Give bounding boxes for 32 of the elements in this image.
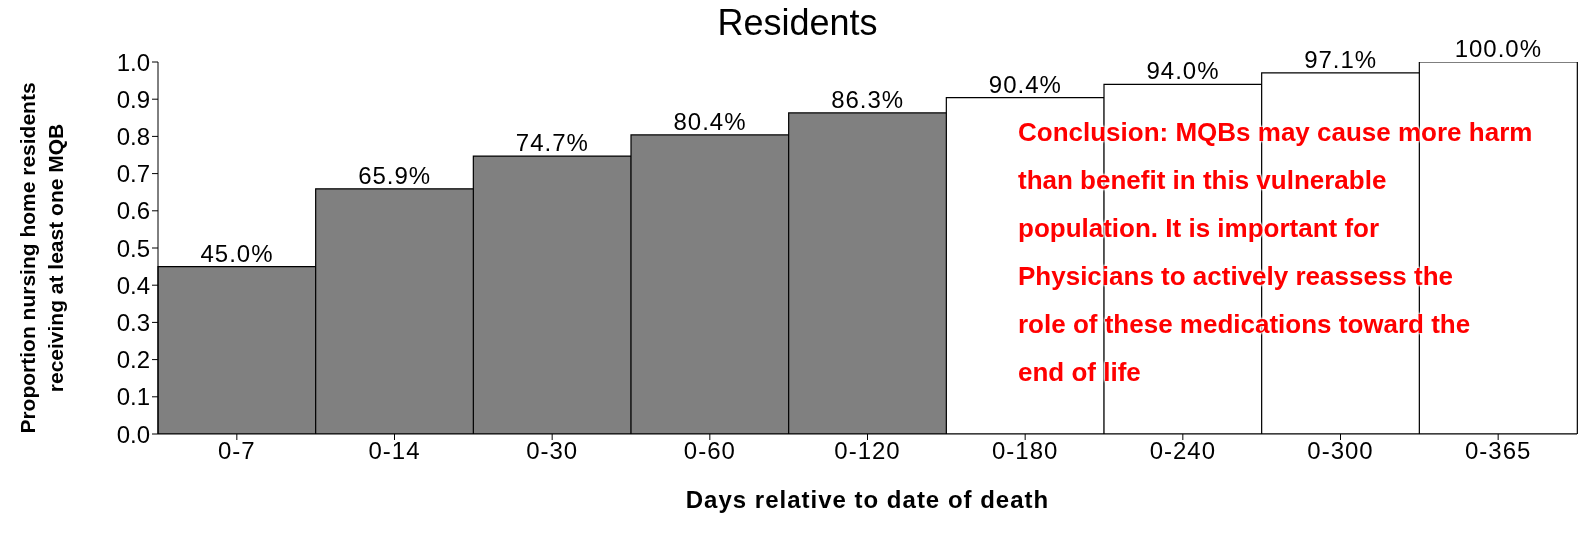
data-label: 100.0%: [1454, 35, 1543, 62]
data-label: 80.4%: [673, 107, 747, 135]
x-tick-label: 0-7: [217, 437, 256, 465]
data-label: 45.0%: [200, 239, 274, 267]
x-tick-label: 0-365: [1464, 437, 1532, 465]
x-tick-label: 0-60: [683, 437, 736, 465]
data-label: 97.1%: [1304, 45, 1378, 73]
x-tick-label: 0-240: [1149, 437, 1217, 465]
y-tick-label: 0.9: [116, 85, 150, 113]
x-tick-label: 0-30: [526, 437, 579, 465]
y-tick-label: 0.2: [116, 346, 150, 374]
y-tick-label: 0.7: [116, 160, 150, 188]
x-tick-label: 0-120: [834, 437, 901, 465]
y-tick-label: 0.4: [116, 271, 150, 299]
data-label: 86.3%: [831, 85, 905, 113]
y-tick-label: 1.0: [116, 48, 150, 76]
x-axis-title: Days relative to date of death: [685, 486, 1050, 513]
x-tick-label: 0-300: [1307, 437, 1374, 465]
y-tick-label: 0.6: [116, 197, 150, 225]
y-tick-label: 0.8: [116, 122, 150, 150]
x-tick-label: 0-14: [368, 437, 421, 465]
x-tick-label: 0-180: [991, 437, 1059, 465]
data-label: 74.7%: [515, 129, 589, 157]
chart-title: Residents: [717, 2, 878, 43]
data-label: 94.0%: [1146, 57, 1220, 85]
y-tick-label: 0.1: [116, 383, 150, 411]
data-label: 65.9%: [358, 161, 432, 189]
y-tick-label: 0.5: [116, 234, 150, 262]
y-axis-title: Proportion nursing home residents receiving at least one MQB: [16, 82, 67, 434]
y-tick-label: 0.3: [116, 308, 150, 336]
data-label: 90.4%: [988, 70, 1062, 98]
y-tick-label: 0.0: [116, 420, 150, 448]
